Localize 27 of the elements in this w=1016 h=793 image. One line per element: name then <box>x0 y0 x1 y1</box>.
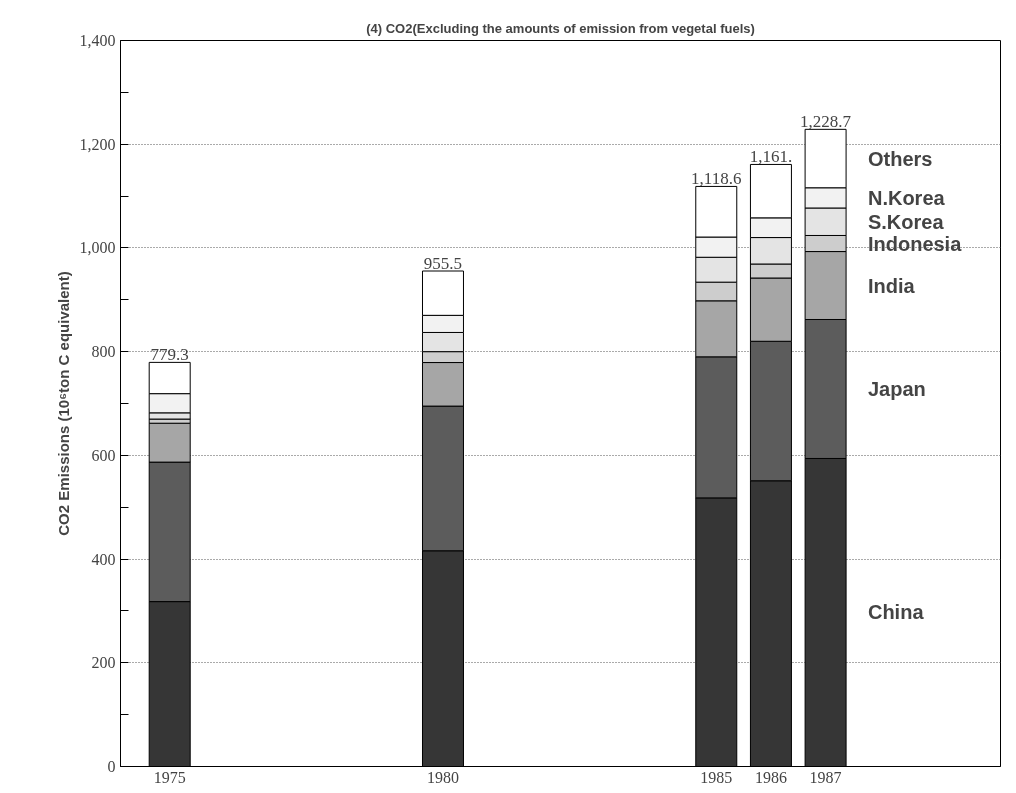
y-tick-label: 600 <box>91 446 116 464</box>
y-tick-label: 1,200 <box>79 135 116 153</box>
y-tick-label: 0 <box>107 758 116 775</box>
y-tick-label: 200 <box>91 654 116 672</box>
x-tick-label: 1975 <box>153 768 186 786</box>
y-axis-title: CO2 Emissions (10⁶ton C equivalent) <box>54 271 72 536</box>
x-tick-label: 1987 <box>809 768 842 786</box>
total-label: 779.3 <box>150 345 189 365</box>
chart-title: (4) CO2(Excluding the amounts of emission from vegetal fuels) <box>366 20 755 36</box>
y-tick-label: 1,000 <box>79 239 116 257</box>
total-label: 1,118.6 <box>691 169 742 189</box>
y-tick-label: 1,400 <box>79 32 116 49</box>
total-label: 955.5 <box>423 254 463 274</box>
series-label: N.Korea <box>867 186 946 209</box>
series-label: Japan <box>867 377 926 400</box>
total-label: 1,228.7 <box>800 112 852 132</box>
total-label: 1,161. <box>749 147 793 167</box>
x-tick-label: 1980 <box>426 768 459 786</box>
x-tick-label: 1985 <box>700 768 733 786</box>
series-label: China <box>867 601 925 624</box>
series-label: Indonesia <box>867 232 963 255</box>
series-label: S.Korea <box>867 210 945 233</box>
y-tick-label: 400 <box>91 550 116 568</box>
x-tick-label: 1986 <box>754 768 787 786</box>
series-label: Others <box>867 147 933 170</box>
series-label: India <box>867 274 916 297</box>
y-tick-label: 800 <box>91 343 116 361</box>
